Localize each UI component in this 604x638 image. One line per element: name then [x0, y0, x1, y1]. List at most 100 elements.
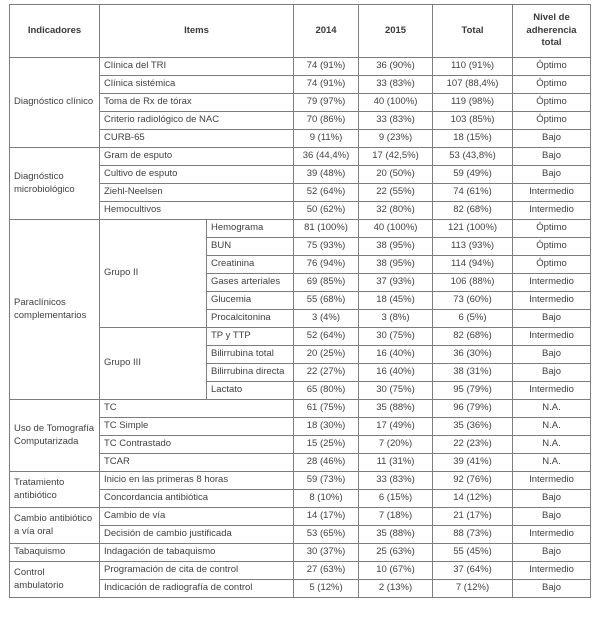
item-cell: TP y TTP	[205, 327, 295, 346]
value-2015-cell: 38 (95%)	[358, 255, 434, 274]
adherence-level-cell: N.A.	[512, 417, 592, 436]
adherence-level-cell: Intermedio	[512, 381, 592, 400]
indicator-cell: Cambio antibiótico a vía oral	[9, 507, 100, 544]
value-total-cell: 106 (88%)	[432, 273, 514, 292]
value-2015-cell: 16 (40%)	[358, 363, 434, 382]
value-total-cell: 82 (68%)	[432, 327, 514, 346]
value-2014-cell: 39 (48%)	[293, 165, 360, 184]
adherence-level-cell: Bajo	[512, 345, 592, 364]
indicator-cell: Paraclínicos complementarios	[9, 219, 100, 400]
indicator-cell: Diagnóstico clínico	[9, 57, 100, 148]
table-body: Diagnóstico clínico Clínica del TRI 74 (91…	[9, 57, 592, 598]
value-2015-cell: 40 (100%)	[358, 93, 434, 112]
adherence-level-cell: Bajo	[512, 309, 592, 328]
indicator-cell: Diagnóstico microbiológico	[9, 147, 100, 220]
adherence-level-cell: N.A.	[512, 399, 592, 418]
value-2015-cell: 36 (90%)	[358, 57, 434, 76]
item-cell: Procalcitonina	[205, 309, 295, 328]
value-total-cell: 121 (100%)	[432, 219, 514, 238]
table-row: BUN 75 (93%) 38 (95%) 113 (93%) Óptimo	[10, 237, 592, 256]
value-total-cell: 114 (94%)	[432, 255, 514, 274]
table-row: Control ambulatorio Programación de cita …	[9, 561, 592, 598]
value-2014-cell: 69 (85%)	[293, 273, 360, 292]
table-row: Lactato 65 (80%) 30 (75%) 95 (79%) Intermedi…	[10, 381, 592, 400]
value-2014-cell: 15 (25%)	[293, 435, 360, 454]
value-2014-cell: 28 (46%)	[293, 453, 360, 472]
value-2015-cell: 30 (75%)	[358, 327, 434, 346]
item-cell: CURB-65	[98, 129, 295, 148]
value-total-cell: 35 (36%)	[432, 417, 514, 436]
value-total-cell: 103 (85%)	[432, 111, 514, 130]
value-2014-cell: 61 (75%)	[293, 399, 360, 418]
adherence-level-cell: Intermedio	[512, 183, 592, 202]
value-2014-cell: 27 (63%)	[293, 561, 360, 580]
value-2014-cell: 55 (68%)	[293, 291, 360, 310]
item-cell: Clínica del TRI	[98, 57, 295, 76]
value-2015-cell: 10 (67%)	[358, 561, 434, 580]
adherence-level-cell: Bajo	[512, 489, 592, 508]
value-2014-cell: 50 (62%)	[293, 201, 360, 220]
value-total-cell: 7 (12%)	[432, 579, 514, 598]
adherence-level-cell: Bajo	[512, 129, 592, 148]
adherence-level-cell: Bajo	[512, 147, 592, 166]
table-row: Diagnóstico microbiológico Gram de esputo…	[9, 147, 592, 220]
value-2015-cell: 30 (75%)	[358, 381, 434, 400]
table-row: Bilirrubina total 20 (25%) 16 (40%) 36 (30%…	[10, 345, 592, 364]
value-2014-cell: 18 (30%)	[293, 417, 360, 436]
value-total-cell: 73 (60%)	[432, 291, 514, 310]
item-cell: TC Simple	[98, 417, 295, 436]
adherence-level-cell: Óptimo	[512, 111, 592, 130]
item-cell: Cambio de vía	[98, 507, 295, 526]
indicator-cell: Tabaquismo	[9, 543, 100, 562]
item-cell: Toma de Rx de tórax	[98, 93, 295, 112]
adherence-level-cell: Intermedio	[512, 291, 592, 310]
adherence-level-cell: Intermedio	[512, 525, 592, 544]
table-row: CURB-65 9 (11%) 9 (23%) 18 (15%) Bajo	[10, 129, 592, 148]
item-cell: Programación de cita de control	[98, 561, 295, 580]
value-2014-cell: 5 (12%)	[293, 579, 360, 598]
value-2014-cell: 22 (27%)	[293, 363, 360, 382]
item-cell: Indagación de tabaquismo	[98, 543, 295, 562]
adherence-level-cell: Bajo	[512, 165, 592, 184]
value-2014-cell: 65 (80%)	[293, 381, 360, 400]
value-2015-cell: 22 (55%)	[358, 183, 434, 202]
value-2015-cell: 32 (80%)	[358, 201, 434, 220]
value-2015-cell: 20 (50%)	[358, 165, 434, 184]
value-total-cell: 18 (15%)	[432, 129, 514, 148]
table-row: Cambio antibiótico a vía oral Cambio de v…	[9, 507, 592, 544]
value-2015-cell: 35 (88%)	[358, 525, 434, 544]
value-2015-cell: 9 (23%)	[358, 129, 434, 148]
value-2014-cell: 59 (73%)	[293, 471, 360, 490]
value-2015-cell: 3 (8%)	[358, 309, 434, 328]
value-2014-cell: 79 (97%)	[293, 93, 360, 112]
adherence-level-cell: Óptimo	[512, 219, 592, 238]
value-2015-cell: 17 (49%)	[358, 417, 434, 436]
value-2015-cell: 38 (95%)	[358, 237, 434, 256]
table-row: Tabaquismo Indagación de tabaquismo 30 (37…	[9, 543, 592, 562]
value-total-cell: 119 (98%)	[432, 93, 514, 112]
value-2014-cell: 36 (44,4%)	[293, 147, 360, 166]
table-row: Diagnóstico clínico Clínica del TRI 74 (91…	[9, 57, 592, 148]
value-2014-cell: 8 (10%)	[293, 489, 360, 508]
value-total-cell: 96 (79%)	[432, 399, 514, 418]
value-2015-cell: 16 (40%)	[358, 345, 434, 364]
adherence-level-cell: Óptimo	[512, 93, 592, 112]
group-cell: Grupo II	[99, 219, 207, 328]
item-cell: TCAR	[98, 453, 295, 472]
value-2014-cell: 52 (64%)	[293, 183, 360, 202]
group-cell: Grupo III	[99, 327, 207, 400]
header-adherence-level: Nivel de adherencia total	[512, 4, 592, 58]
table-row: Tratamiento antibiótico Inicio en las pri…	[9, 471, 592, 508]
item-cell: Creatinina	[205, 255, 295, 274]
header-2015: 2015	[358, 4, 434, 58]
value-2015-cell: 33 (83%)	[358, 111, 434, 130]
adherence-level-cell: Intermedio	[512, 561, 592, 580]
item-cell: TC Contrastado	[98, 435, 295, 454]
adherence-level-cell: Intermedio	[512, 201, 592, 220]
value-total-cell: 74 (61%)	[432, 183, 514, 202]
table-row: Paraclínicos complementarios Grupo II Hemo…	[9, 219, 592, 400]
indicator-cell: Tratamiento antibiótico	[9, 471, 100, 508]
value-total-cell: 88 (73%)	[432, 525, 514, 544]
table-row: Uso de Tomografía Computarizada TC 61 (75%…	[9, 399, 592, 472]
value-2014-cell: 52 (64%)	[293, 327, 360, 346]
